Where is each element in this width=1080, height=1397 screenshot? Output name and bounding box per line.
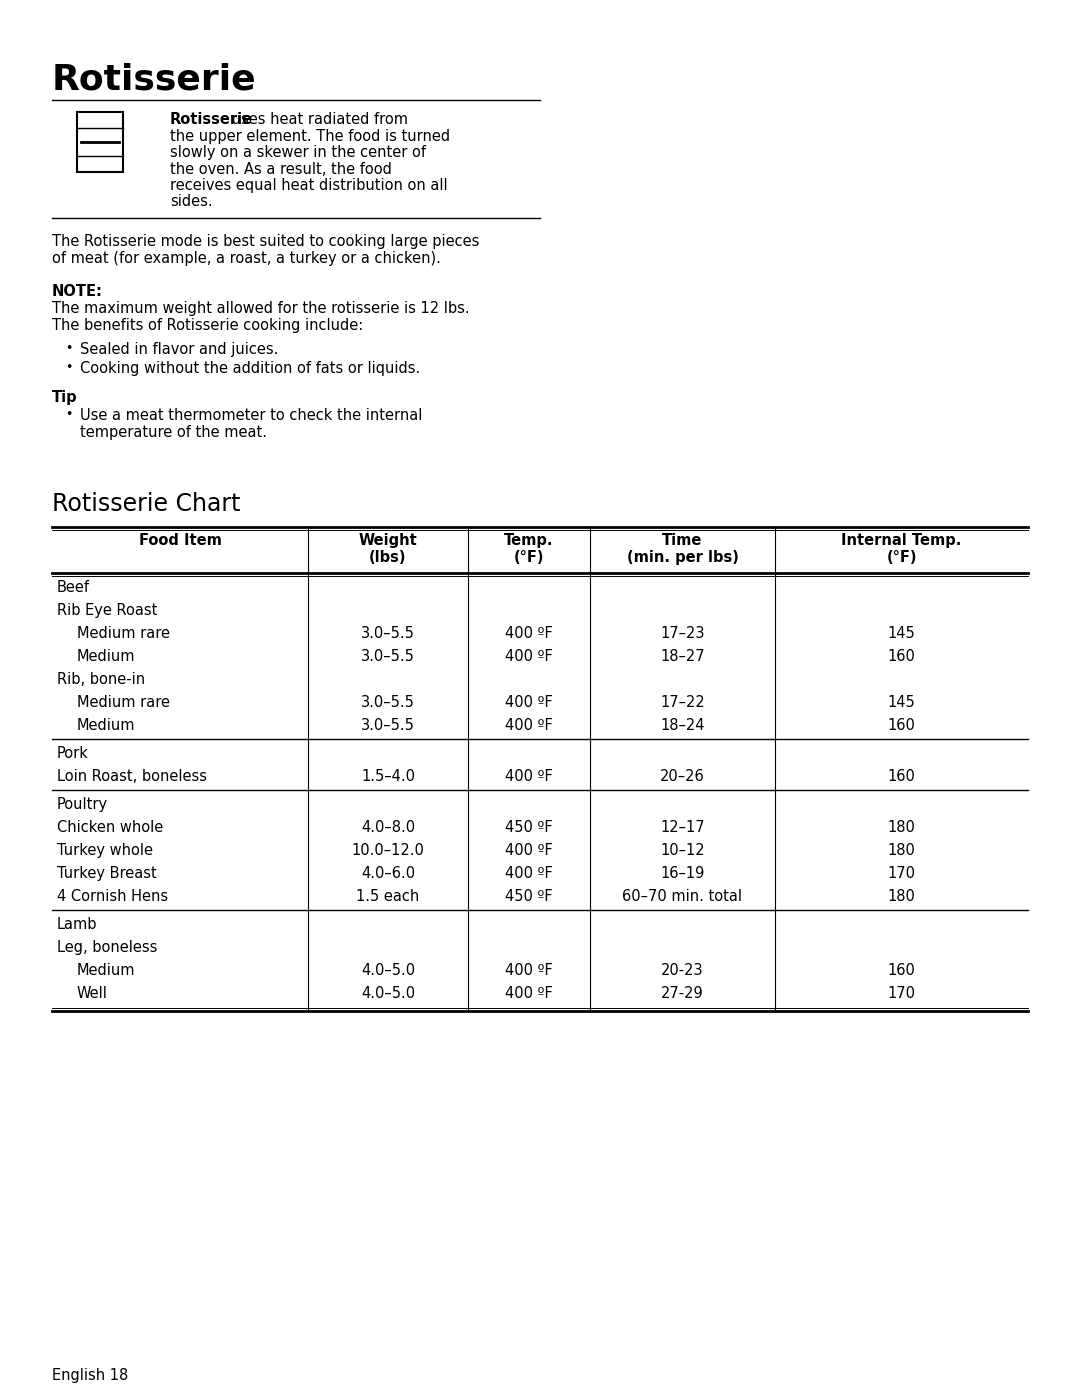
Text: 1.5–4.0: 1.5–4.0 — [361, 768, 415, 784]
Text: 400 ºF: 400 ºF — [505, 842, 553, 858]
Bar — [77, 112, 123, 172]
Text: 3.0–5.5: 3.0–5.5 — [361, 694, 415, 710]
Text: uses heat radiated from: uses heat radiated from — [227, 112, 408, 127]
Text: English 18: English 18 — [52, 1368, 129, 1383]
Text: 400 ºF: 400 ºF — [505, 650, 553, 664]
Text: 4.0–8.0: 4.0–8.0 — [361, 820, 415, 835]
Text: 160: 160 — [888, 718, 916, 733]
Text: 17–23: 17–23 — [660, 626, 705, 641]
Text: 400 ºF: 400 ºF — [505, 963, 553, 978]
Text: Chicken whole: Chicken whole — [57, 820, 163, 835]
Text: Leg, boneless: Leg, boneless — [57, 940, 158, 956]
Text: 10–12: 10–12 — [660, 842, 705, 858]
Text: The maximum weight allowed for the rotisserie is 12 lbs.: The maximum weight allowed for the rotis… — [52, 300, 470, 316]
Text: Beef: Beef — [57, 580, 90, 595]
Text: 4.0–6.0: 4.0–6.0 — [361, 866, 415, 882]
Text: 450 ºF: 450 ºF — [505, 820, 553, 835]
Text: 180: 180 — [888, 820, 916, 835]
Text: Rotisserie: Rotisserie — [170, 112, 253, 127]
Text: 400 ºF: 400 ºF — [505, 626, 553, 641]
Text: sides.: sides. — [170, 194, 213, 210]
Text: the upper element. The food is turned: the upper element. The food is turned — [170, 129, 450, 144]
Text: Temp.
(°F): Temp. (°F) — [504, 534, 554, 566]
Text: •: • — [65, 360, 72, 374]
Text: Medium rare: Medium rare — [77, 626, 170, 641]
Text: 18–24: 18–24 — [660, 718, 705, 733]
Text: 160: 160 — [888, 650, 916, 664]
Text: 145: 145 — [888, 626, 916, 641]
Text: 4.0–5.0: 4.0–5.0 — [361, 986, 415, 1002]
Text: 450 ºF: 450 ºF — [505, 888, 553, 904]
Text: Turkey whole: Turkey whole — [57, 842, 153, 858]
Text: 1.5 each: 1.5 each — [356, 888, 420, 904]
Text: 180: 180 — [888, 888, 916, 904]
Text: slowly on a skewer in the center of: slowly on a skewer in the center of — [170, 145, 426, 161]
Text: Use a meat thermometer to check the internal: Use a meat thermometer to check the inte… — [80, 408, 422, 423]
Text: Turkey Breast: Turkey Breast — [57, 866, 157, 882]
Text: 27-29: 27-29 — [661, 986, 704, 1002]
Text: •: • — [65, 342, 72, 355]
Text: NOTE:: NOTE: — [52, 284, 103, 299]
Text: 12–17: 12–17 — [660, 820, 705, 835]
Text: receives equal heat distribution on all: receives equal heat distribution on all — [170, 177, 447, 193]
Text: 60–70 min. total: 60–70 min. total — [622, 888, 743, 904]
Text: Pork: Pork — [57, 746, 89, 761]
Text: 3.0–5.5: 3.0–5.5 — [361, 718, 415, 733]
Text: Medium: Medium — [77, 718, 135, 733]
Text: Sealed in flavor and juices.: Sealed in flavor and juices. — [80, 342, 279, 358]
Text: 180: 180 — [888, 842, 916, 858]
Text: 400 ºF: 400 ºF — [505, 866, 553, 882]
Text: 160: 160 — [888, 768, 916, 784]
Text: 400 ºF: 400 ºF — [505, 718, 553, 733]
Text: Food Item: Food Item — [138, 534, 221, 548]
Text: 20-23: 20-23 — [661, 963, 704, 978]
Text: Medium: Medium — [77, 650, 135, 664]
Text: Rotisserie: Rotisserie — [52, 61, 257, 96]
Text: 160: 160 — [888, 963, 916, 978]
Text: Cooking without the addition of fats or liquids.: Cooking without the addition of fats or … — [80, 360, 420, 376]
Text: 145: 145 — [888, 694, 916, 710]
Text: 10.0–12.0: 10.0–12.0 — [352, 842, 424, 858]
Text: the oven. As a result, the food: the oven. As a result, the food — [170, 162, 392, 176]
Text: 400 ºF: 400 ºF — [505, 986, 553, 1002]
Text: The Rotisserie mode is best suited to cooking large pieces: The Rotisserie mode is best suited to co… — [52, 235, 480, 249]
Text: Weight
(lbs): Weight (lbs) — [359, 534, 417, 566]
Text: 16–19: 16–19 — [660, 866, 704, 882]
Text: 20–26: 20–26 — [660, 768, 705, 784]
Text: of meat (for example, a roast, a turkey or a chicken).: of meat (for example, a roast, a turkey … — [52, 251, 441, 265]
Text: 4 Cornish Hens: 4 Cornish Hens — [57, 888, 168, 904]
Text: Medium: Medium — [77, 963, 135, 978]
Text: Tip: Tip — [52, 390, 78, 405]
Text: 3.0–5.5: 3.0–5.5 — [361, 626, 415, 641]
Text: Lamb: Lamb — [57, 916, 97, 932]
Text: 18–27: 18–27 — [660, 650, 705, 664]
Text: 400 ºF: 400 ºF — [505, 694, 553, 710]
Text: Rib, bone-in: Rib, bone-in — [57, 672, 145, 687]
Text: The benefits of Rotisserie cooking include:: The benefits of Rotisserie cooking inclu… — [52, 319, 363, 332]
Text: 3.0–5.5: 3.0–5.5 — [361, 650, 415, 664]
Text: 17–22: 17–22 — [660, 694, 705, 710]
Text: 4.0–5.0: 4.0–5.0 — [361, 963, 415, 978]
Text: Rotisserie Chart: Rotisserie Chart — [52, 492, 241, 515]
Text: Loin Roast, boneless: Loin Roast, boneless — [57, 768, 207, 784]
Text: Rib Eye Roast: Rib Eye Roast — [57, 604, 158, 617]
Text: 170: 170 — [888, 986, 916, 1002]
Text: Time
(min. per lbs): Time (min. per lbs) — [626, 534, 739, 566]
Text: 400 ºF: 400 ºF — [505, 768, 553, 784]
Text: Poultry: Poultry — [57, 798, 108, 812]
Text: Medium rare: Medium rare — [77, 694, 170, 710]
Text: •: • — [65, 408, 72, 420]
Text: Internal Temp.
(°F): Internal Temp. (°F) — [841, 534, 961, 566]
Text: temperature of the meat.: temperature of the meat. — [80, 425, 267, 440]
Text: 170: 170 — [888, 866, 916, 882]
Text: Well: Well — [77, 986, 108, 1002]
